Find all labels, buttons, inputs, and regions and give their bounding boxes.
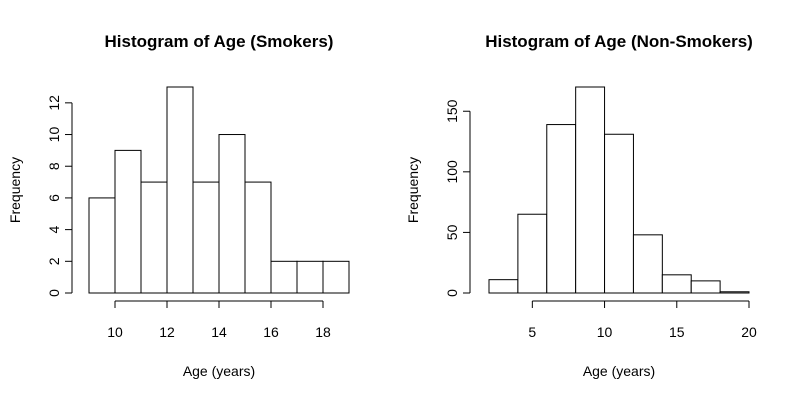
y-tick-label: 10: [46, 127, 62, 143]
x-tick-label: 12: [159, 324, 175, 340]
bars-smokers: [88, 86, 350, 294]
histogram-bar: [575, 86, 606, 294]
histogram-bar: [604, 133, 634, 294]
histogram-bar: [488, 279, 519, 294]
histogram-bar: [296, 260, 324, 294]
y-tick-label: 2: [46, 257, 62, 265]
y-tick-label: 12: [46, 95, 62, 111]
y-axis-non-smokers: 0 50 100 150: [444, 99, 471, 297]
x-tick-label: 20: [741, 324, 757, 340]
histogram-non-smokers: Histogram of Age (Non-Smokers) Age (year…: [405, 32, 757, 379]
histogram-bar: [192, 181, 220, 294]
histogram-bar: [88, 197, 116, 294]
x-tick-label: 16: [263, 324, 279, 340]
histogram-bar: [690, 280, 721, 294]
x-axis-label-non-smokers: Age (years): [583, 363, 655, 379]
y-tick-label: 100: [444, 160, 460, 184]
x-tick-label: 5: [528, 324, 536, 340]
bars-non-smokers: [488, 86, 750, 294]
x-tick-label: 18: [315, 324, 331, 340]
histogram-bar: [114, 149, 142, 294]
x-tick-label: 15: [669, 324, 685, 340]
histogram-bar: [244, 181, 272, 294]
histogram-smokers: Histogram of Age (Smokers) Age (years) F…: [7, 32, 350, 379]
histogram-bar: [218, 134, 246, 294]
histogram-bar: [322, 260, 350, 294]
y-tick-label: 0: [444, 289, 460, 297]
x-axis-label-smokers: Age (years): [183, 363, 255, 379]
y-axis-label-non-smokers: Frequency: [405, 157, 421, 223]
y-tick-label: 150: [444, 99, 460, 123]
histogram-bar: [270, 260, 298, 294]
histogram-bar: [166, 86, 194, 294]
x-tick-label: 10: [597, 324, 613, 340]
y-axis-smokers: 0 2 4 6 8 10 12: [46, 95, 73, 297]
histogram-bar: [661, 274, 692, 294]
chart-title-non-smokers: Histogram of Age (Non-Smokers): [485, 32, 753, 51]
histogram-bar: [140, 181, 168, 294]
y-tick-label: 50: [444, 224, 460, 240]
y-tick-label: 8: [46, 162, 62, 170]
y-tick-label: 0: [46, 289, 62, 297]
x-axis-smokers: 10 12 14 16 18: [107, 300, 331, 340]
x-tick-label: 10: [107, 324, 123, 340]
chart-title-smokers: Histogram of Age (Smokers): [105, 32, 334, 51]
y-axis-label-smokers: Frequency: [7, 157, 23, 223]
histogram-bar: [632, 234, 663, 294]
y-tick-label: 4: [46, 226, 62, 234]
y-tick-label: 6: [46, 194, 62, 202]
x-tick-label: 14: [211, 324, 227, 340]
x-axis-non-smokers: 5 10 15 20: [528, 300, 757, 340]
histogram-bar: [546, 124, 577, 294]
histogram-bar: [517, 213, 548, 294]
histogram-bar: [719, 291, 750, 294]
